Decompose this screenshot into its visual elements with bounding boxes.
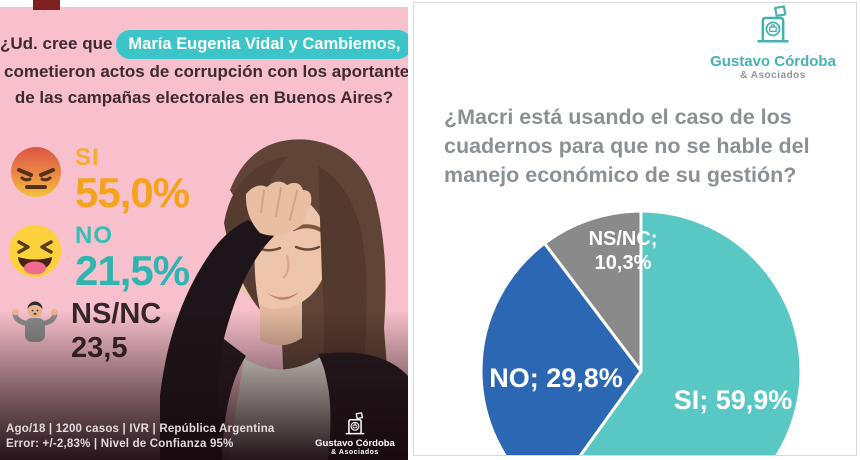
left-brand-sub: & Asociados [331,449,379,456]
left-poll-panel: ¿Ud. cree que María Eugenia Vidal y Cambi… [0,0,408,460]
bottom-gradient-overlay [0,310,408,460]
pie-labels: SI; 59,9% NO; 29,8% NS/NC; 10,3% [489,228,792,415]
pie-label-si: SI; 59,9% [674,385,793,415]
chart-question-line2: cuadernos para que no se hable del [444,134,810,158]
left-question: ¿Ud. cree que María Eugenia Vidal y Cambi… [0,30,408,111]
right-brand-name: Gustavo Córdoba [710,53,836,70]
left-question-prefix: ¿Ud. cree que [0,34,113,53]
question-highlight-pill: María Eugenia Vidal y Cambiemos, [116,30,408,59]
methodology-line1: Ago/18 | 1200 casos | IVR | República Ar… [6,423,275,435]
right-brand-logo: Gustavo Córdoba & Asociados [708,5,838,81]
methodology-footer: Ago/18 | 1200 casos | IVR | República Ar… [6,422,275,452]
ballot-box-icon [345,412,365,435]
crop-fragment [33,0,60,10]
left-brand-name: Gustavo Córdoba [315,438,395,449]
left-question-line1: ¿Ud. cree que María Eugenia Vidal y Cambi… [0,30,408,59]
result-no-value: 21,5% [75,247,190,294]
right-chart-panel: Gustavo Córdoba & Asociados ¿Macri está … [413,2,857,456]
left-question-line3: de las campañas electorales en Buenos Ai… [14,88,394,107]
pie-label-nsnc-line2: 10,3% [595,252,652,274]
result-si-label: SI [75,144,100,171]
result-no-label: NO [75,222,113,249]
pie-label-nsnc-line1: NS/NC; [589,228,658,250]
result-row-si: SI 55,0% [10,144,190,216]
crop-strip [0,0,408,7]
result-row-no: NO 21,5% [8,222,190,294]
chart-question-line1: ¿Macri está usando el caso de los [444,105,792,129]
chart-question-line3: manejo económico de su gestión? [444,163,797,187]
chart-question: ¿Macri está usando el caso de los cuader… [444,103,834,190]
angry-reaction-icon [11,147,61,197]
pie-chart: SI; 59,9% NO; 29,8% NS/NC; 10,3% [479,209,803,455]
right-brand-sub: & Asociados [740,70,806,81]
left-question-line2: cometieron actos de corrupción con los a… [4,62,408,81]
pie-slice-ns-nc [543,209,643,373]
result-si-value: 55,0% [75,169,190,216]
haha-reaction-icon [9,225,61,277]
methodology-line2: Error: +/-2,83% | Nivel de Confianza 95% [6,438,234,450]
left-brand-logo: Gustavo Córdoba & Asociados [312,412,398,456]
ballot-box-icon [757,5,789,43]
pie-label-no: NO; 29,8% [489,363,623,393]
pie-slice-si [578,209,803,455]
pie-slice-no [479,241,643,455]
